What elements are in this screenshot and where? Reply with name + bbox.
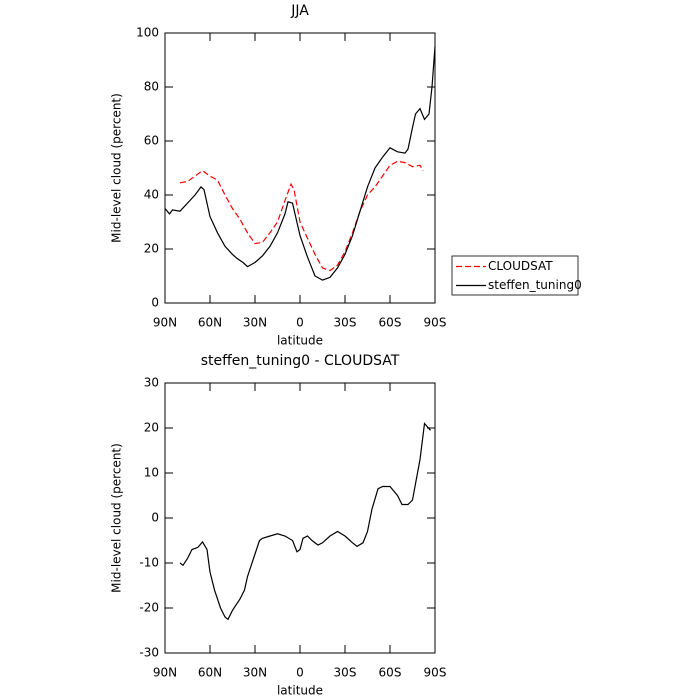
y-tick-label: 100 [136, 26, 159, 40]
x-tick-label: 0 [296, 666, 304, 680]
x-tick-label: 30N [243, 666, 267, 680]
chart-title: JJA [290, 3, 309, 19]
y-tick-label: 60 [144, 134, 159, 148]
series-line [164, 46, 436, 281]
x-tick-label: 90N [153, 666, 177, 680]
y-tick-label: -10 [139, 556, 159, 570]
series-line [179, 160, 424, 272]
y-tick-label: 80 [144, 80, 159, 94]
y-axis-label: Mid-level cloud (percent) [110, 93, 124, 243]
x-tick-label: 90S [424, 316, 447, 330]
plot-frame [164, 382, 436, 654]
plot-frame [164, 32, 436, 304]
y-tick-label: 0 [151, 511, 159, 525]
x-tick-label: 90N [153, 316, 177, 330]
x-tick-label: 60S [379, 316, 402, 330]
legend-label: CLOUDSAT [488, 259, 553, 273]
y-tick-label: 30 [144, 376, 159, 390]
x-tick-label: 60N [198, 316, 222, 330]
y-tick-label: 20 [144, 421, 159, 435]
y-tick-label: 20 [144, 242, 159, 256]
x-tick-label: 30N [243, 316, 267, 330]
x-tick-label: 30S [334, 666, 357, 680]
x-tick-label: 60S [379, 666, 402, 680]
x-tick-label: 30S [334, 316, 357, 330]
y-tick-label: -30 [139, 646, 159, 660]
legend-box [451, 255, 579, 296]
y-tick-label: 0 [151, 296, 159, 310]
x-axis-label: latitude [277, 334, 323, 348]
x-tick-label: 60N [198, 666, 222, 680]
x-tick-label: 0 [296, 316, 304, 330]
y-tick-label: -20 [139, 601, 159, 615]
y-axis-label: Mid-level cloud (percent) [110, 443, 124, 593]
x-tick-label: 90S [424, 666, 447, 680]
x-axis-label: latitude [277, 684, 323, 698]
series-line [179, 422, 431, 621]
y-tick-label: 10 [144, 466, 159, 480]
chart-title: steffen_tuning0 - CLOUDSAT [201, 353, 400, 369]
y-tick-label: 40 [144, 188, 159, 202]
legend-label: steffen_tuning0 [488, 278, 582, 292]
